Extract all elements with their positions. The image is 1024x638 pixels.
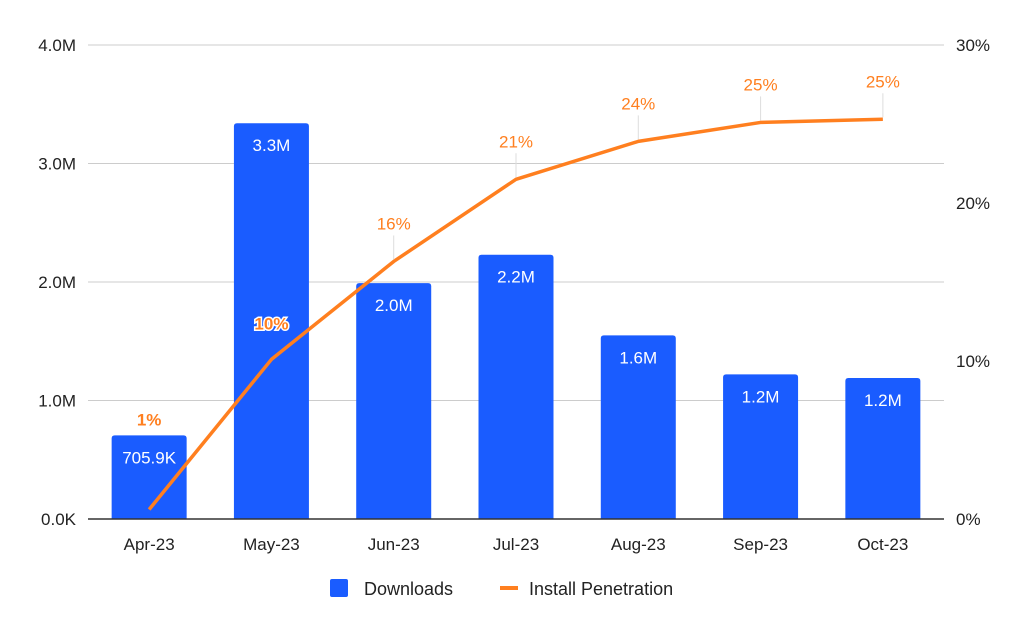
legend-label-install-penetration: Install Penetration	[529, 579, 673, 599]
x-axis-tick: Apr-23	[124, 535, 175, 554]
bar-data-label: 1.6M	[619, 348, 657, 367]
x-axis-tick: Aug-23	[611, 535, 666, 554]
legend-swatch-downloads	[330, 579, 348, 597]
line-data-label: 24%	[621, 94, 655, 113]
left-axis-tick: 2.0M	[38, 273, 76, 292]
right-axis-tick: 30%	[956, 36, 990, 55]
x-axis-tick: Oct-23	[857, 535, 908, 554]
line-data-label: 25%	[866, 72, 900, 91]
bar-data-label: 705.9K	[122, 448, 177, 467]
line-data-label: 10%	[254, 314, 288, 333]
left-axis-tick: 0.0K	[41, 510, 77, 529]
legend-swatch-install-penetration	[500, 586, 518, 590]
line-data-label: 16%	[377, 214, 411, 233]
bar-data-label: 3.3M	[253, 136, 291, 155]
x-axis-tick: Jun-23	[368, 535, 420, 554]
right-axis-tick: 0%	[956, 510, 981, 529]
left-axis-tick: 3.0M	[38, 155, 76, 174]
line-data-label: 21%	[499, 132, 533, 151]
line-data-label: 1%	[137, 410, 162, 429]
bar-data-label: 2.0M	[375, 296, 413, 315]
x-axis-tick: Sep-23	[733, 535, 788, 554]
bar-downloads	[479, 255, 554, 519]
right-axis-tick: 20%	[956, 194, 990, 213]
line-data-label: 25%	[744, 75, 778, 94]
x-axis-tick: Jul-23	[493, 535, 539, 554]
right-axis-tick: 10%	[956, 352, 990, 371]
bar-data-label: 2.2M	[497, 268, 535, 287]
x-axis-tick: May-23	[243, 535, 300, 554]
bar-downloads	[356, 283, 431, 519]
left-axis-tick: 4.0M	[38, 36, 76, 55]
bar-data-label: 1.2M	[742, 387, 780, 406]
legend-label-downloads: Downloads	[364, 579, 453, 599]
left-axis-tick: 1.0M	[38, 392, 76, 411]
bar-data-label: 1.2M	[864, 391, 902, 410]
